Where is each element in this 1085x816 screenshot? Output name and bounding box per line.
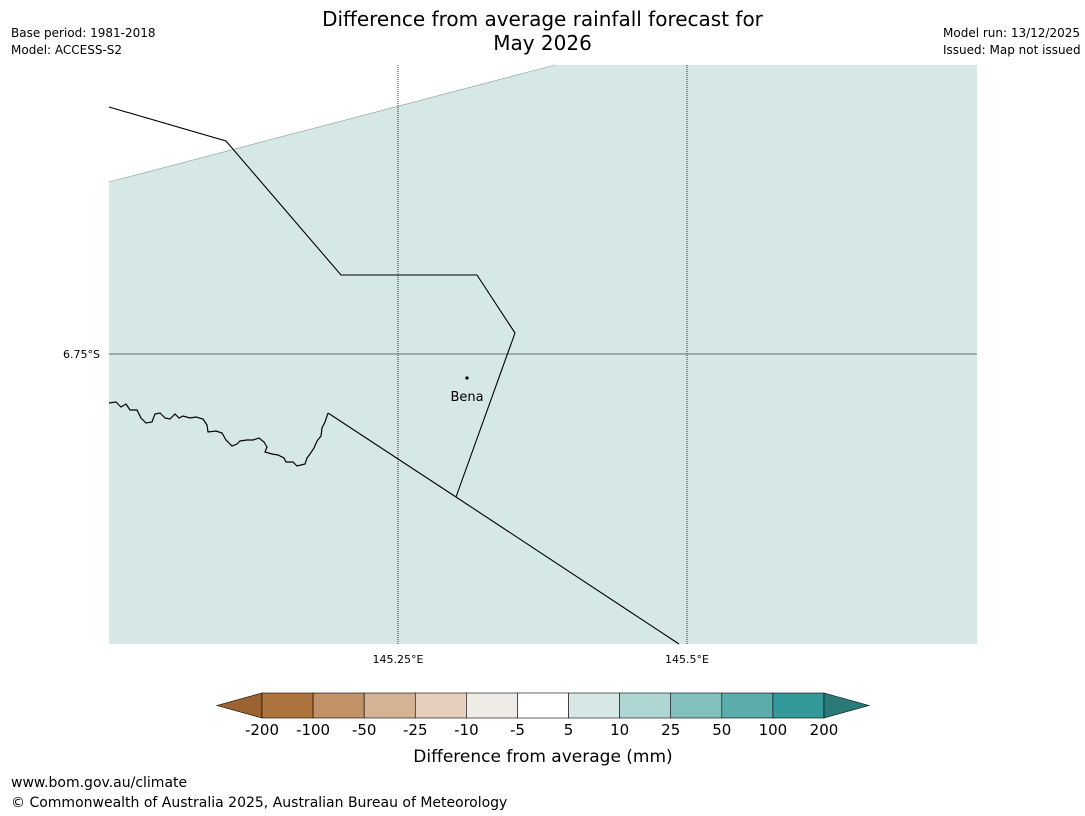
legend-box — [312, 692, 365, 719]
footer-url: www.bom.gov.au/climate — [11, 775, 188, 791]
title-line-1: Difference from average rainfall forecas… — [322, 7, 763, 31]
legend-box — [466, 692, 518, 719]
chart-title: Difference from average rainfall forecas… — [0, 7, 1085, 55]
colour-legend: -200 -100 -50 -25 -10 -5 5 10 25 50 100 200 Differe… — [215, 692, 871, 767]
legend-box — [261, 692, 314, 719]
legend-tick-label: 50 — [712, 721, 731, 739]
legend-tick-label: -10 — [454, 721, 479, 739]
longitude-label-145-5: 145.5°E — [665, 653, 709, 666]
legend-tick-label: -200 — [245, 721, 279, 739]
legend-tick-label: 25 — [661, 721, 680, 739]
river-line — [108, 401, 329, 467]
legend-box — [772, 692, 825, 719]
legend-tick-label: 5 — [564, 721, 574, 739]
title-line-2: May 2026 — [493, 31, 592, 55]
legend-tick-label: 100 — [759, 721, 788, 739]
legend-box — [721, 692, 774, 719]
legend-tick-label: -5 — [510, 721, 525, 739]
legend-boxes — [261, 692, 825, 719]
legend-box — [670, 692, 723, 719]
model-run: Model run: 13/12/2025 — [943, 26, 1081, 40]
forecast-fill-region — [109, 65, 977, 644]
legend-box — [619, 692, 672, 719]
legend-box — [363, 692, 416, 719]
legend-arrow-low — [215, 692, 263, 719]
place-label-bena: Bena — [450, 390, 483, 405]
fill-edge-line — [108, 64, 556, 183]
bena-marker — [465, 376, 469, 380]
model-name: Model: ACCESS-S2 — [11, 43, 123, 57]
latitude-label: 6.75°S — [63, 348, 100, 361]
legend-box — [517, 692, 569, 719]
legend-tick-labels: -200 -100 -50 -25 -10 -5 5 10 25 50 100 200 — [245, 721, 838, 739]
boundary-line-north — [108, 106, 516, 498]
legend-tick-label: -50 — [352, 721, 377, 739]
legend-box — [568, 692, 620, 719]
legend-box — [414, 692, 467, 719]
legend-title: Difference from average (mm) — [413, 747, 672, 767]
issued-status: Issued: Map not issued — [943, 43, 1081, 57]
legend-tick-label: 200 — [810, 721, 839, 739]
boundary-line-south — [327, 412, 680, 645]
meta-right: Model run: 13/12/2025 Issued: Map not is… — [943, 25, 1081, 59]
legend-arrow-high — [823, 692, 871, 719]
map-area — [108, 64, 977, 645]
base-period: Base period: 1981-2018 — [11, 26, 156, 40]
meta-left: Base period: 1981-2018 Model: ACCESS-S2 — [11, 25, 156, 59]
legend-tick-label: -100 — [296, 721, 330, 739]
legend-tick-label: -25 — [403, 721, 428, 739]
longitude-label-145-25: 145.25°E — [373, 653, 424, 666]
legend-tick-label: 10 — [610, 721, 629, 739]
footer-copyright: © Commonwealth of Australia 2025, Austra… — [11, 795, 508, 811]
